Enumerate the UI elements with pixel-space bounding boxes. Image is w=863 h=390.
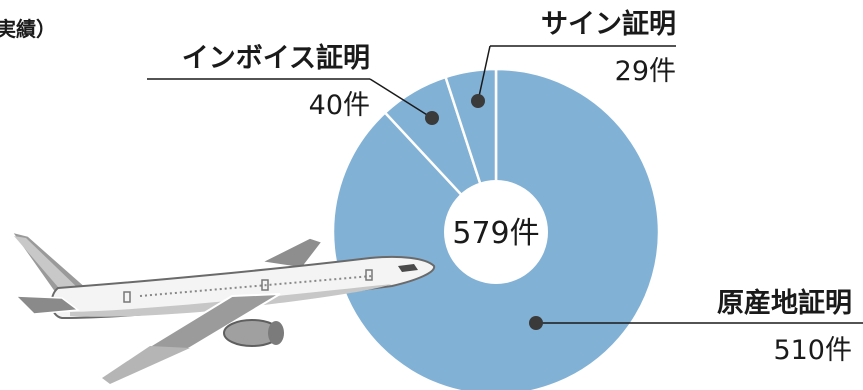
category-label-origin: 原産地証明 xyxy=(717,287,852,319)
donut-hole xyxy=(444,180,548,284)
category-label-sign: サイン証明 xyxy=(541,8,676,40)
category-label-invoice: インボイス証明 xyxy=(182,42,370,74)
leader-line-sign xyxy=(477,45,491,102)
marker-invoice xyxy=(425,111,439,125)
value-label-origin: 510件 xyxy=(773,335,852,366)
marker-origin xyxy=(529,316,543,330)
value-label-invoice: 40件 xyxy=(309,90,370,121)
total-label: 579件 xyxy=(452,216,539,251)
airplane-icon xyxy=(10,230,436,386)
corner-heading: 実績） xyxy=(0,17,56,41)
leader-lines xyxy=(147,45,863,330)
value-label-sign: 29件 xyxy=(615,56,676,87)
marker-sign xyxy=(471,94,485,108)
leader-line-invoice xyxy=(369,78,433,119)
